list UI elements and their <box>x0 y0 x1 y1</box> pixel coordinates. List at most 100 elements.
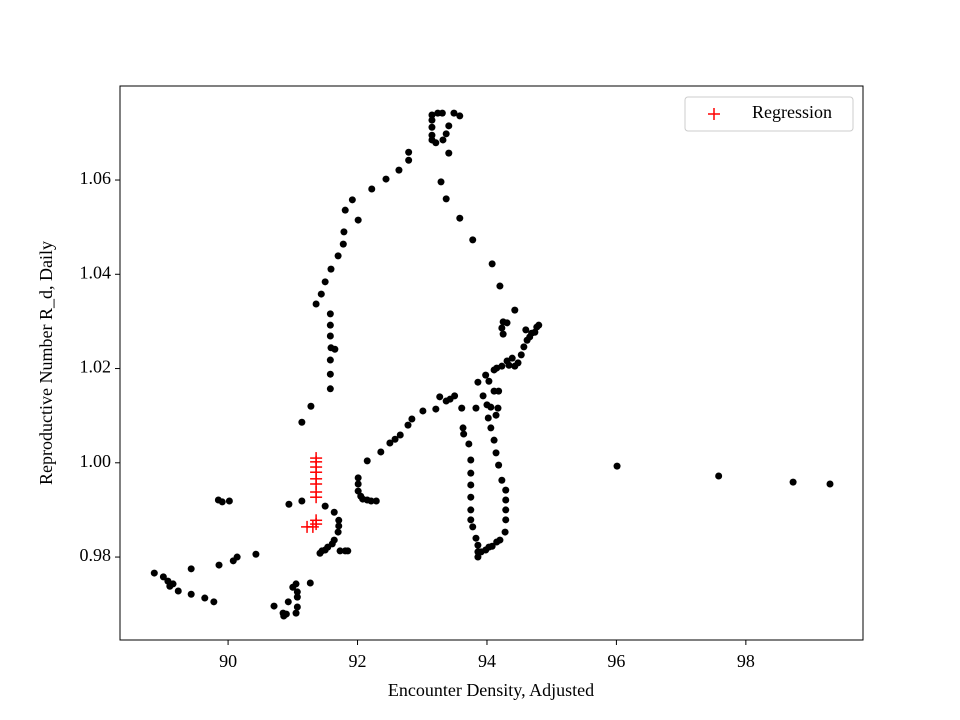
point <box>499 330 507 338</box>
point <box>348 196 356 204</box>
point <box>502 496 510 504</box>
point <box>386 439 394 447</box>
y-tick-label: 1.00 <box>80 451 112 471</box>
plot-frame <box>119 85 864 641</box>
point <box>326 332 334 340</box>
point <box>326 385 334 393</box>
point <box>377 448 385 456</box>
point <box>437 178 445 186</box>
plus-marker <box>306 520 319 533</box>
point <box>442 195 450 203</box>
point <box>307 402 315 410</box>
point <box>326 356 334 364</box>
plus-marker <box>708 108 720 120</box>
point <box>469 236 477 244</box>
point <box>428 116 436 124</box>
point <box>174 587 182 595</box>
point <box>215 561 223 569</box>
point <box>331 345 339 353</box>
point <box>284 598 292 606</box>
point <box>456 214 464 222</box>
point <box>340 228 348 236</box>
point <box>495 387 503 395</box>
point <box>467 456 475 464</box>
point <box>233 553 241 561</box>
point <box>312 300 320 308</box>
point <box>321 278 329 286</box>
point <box>252 550 260 558</box>
y-tick-label: 0.98 <box>80 545 112 565</box>
point <box>327 265 335 273</box>
point <box>502 486 510 494</box>
point <box>341 206 349 214</box>
point <box>330 508 338 516</box>
point <box>408 415 416 423</box>
point <box>450 109 458 117</box>
point <box>482 371 490 379</box>
point <box>298 497 306 505</box>
point <box>404 421 412 429</box>
point <box>465 440 473 448</box>
point <box>487 424 495 432</box>
point <box>445 122 453 130</box>
point <box>467 493 475 501</box>
point <box>293 588 301 596</box>
point <box>503 319 511 327</box>
point <box>285 500 293 508</box>
point <box>396 431 404 439</box>
x-tick-label: 94 <box>478 651 496 671</box>
point <box>169 580 177 588</box>
point <box>439 136 447 144</box>
point <box>442 130 450 138</box>
y-tick-label: 1.04 <box>80 262 112 282</box>
point <box>367 497 375 505</box>
point <box>474 378 482 386</box>
point <box>501 528 509 536</box>
point <box>479 392 487 400</box>
point <box>502 506 510 514</box>
point <box>485 377 493 385</box>
point <box>469 523 477 531</box>
point <box>335 522 343 530</box>
point <box>405 148 413 156</box>
x-axis-label: Encounter Density, Adjusted <box>388 680 594 700</box>
point <box>395 166 403 174</box>
point <box>514 359 522 367</box>
point <box>460 430 468 438</box>
point <box>505 361 513 369</box>
point <box>187 590 195 598</box>
point <box>467 481 475 489</box>
point <box>451 392 459 400</box>
x-tick-label: 96 <box>607 651 625 671</box>
point <box>467 469 475 477</box>
point <box>354 474 362 482</box>
point <box>522 326 530 334</box>
point <box>218 498 226 506</box>
x-tick-label: 92 <box>349 651 367 671</box>
point <box>492 449 500 457</box>
point <box>498 324 506 332</box>
legend-box <box>684 96 854 132</box>
point <box>293 593 301 601</box>
point <box>150 569 158 577</box>
point <box>613 462 621 470</box>
plus-marker <box>310 514 323 527</box>
point <box>293 603 301 611</box>
point <box>334 528 342 536</box>
point <box>334 252 342 260</box>
point <box>789 478 797 486</box>
point <box>474 541 482 549</box>
point <box>472 404 480 412</box>
point <box>458 404 466 412</box>
point <box>306 579 314 587</box>
y-tick-label: 1.06 <box>80 168 112 188</box>
point <box>419 407 427 415</box>
x-tick-label: 90 <box>219 651 237 671</box>
point <box>292 609 300 617</box>
point <box>492 411 500 419</box>
point <box>210 598 218 606</box>
point <box>270 602 278 610</box>
point <box>391 435 399 443</box>
point <box>382 175 390 183</box>
point <box>498 476 506 484</box>
